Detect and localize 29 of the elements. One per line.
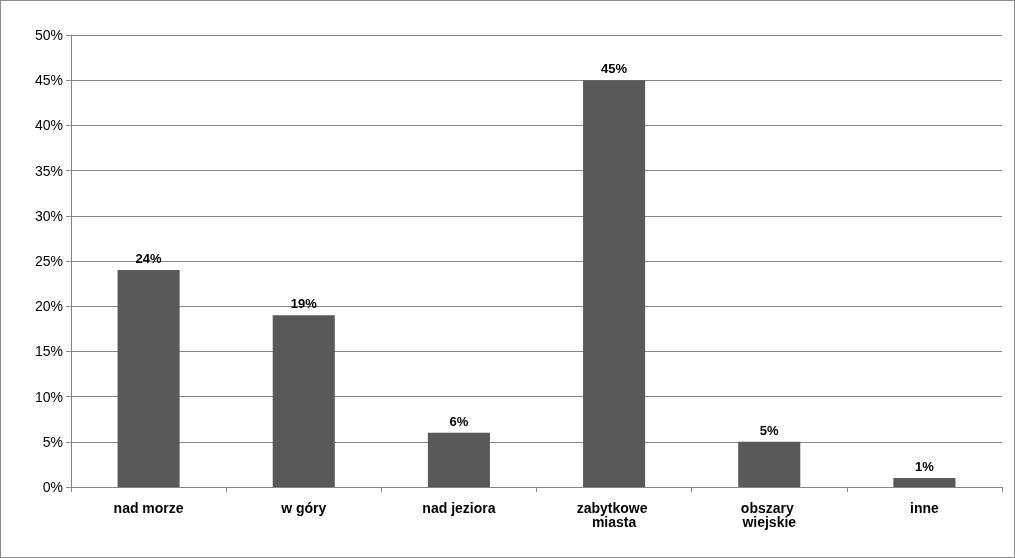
bar bbox=[427, 432, 490, 487]
x-tick-label: obszary wiejskie bbox=[740, 500, 798, 530]
y-tick-label: 20% bbox=[34, 298, 63, 315]
bar bbox=[117, 270, 180, 487]
data-label: 45% bbox=[601, 61, 628, 77]
x-tick-label: nad morze bbox=[113, 500, 184, 516]
y-tick-label: 0% bbox=[42, 479, 63, 495]
y-tick-label: 30% bbox=[34, 207, 63, 224]
data-label: 5% bbox=[759, 422, 780, 438]
data-label: 24% bbox=[135, 251, 163, 267]
bar bbox=[583, 80, 646, 487]
x-tick-label: w góry bbox=[280, 500, 327, 516]
y-tick-label: 40% bbox=[34, 117, 63, 134]
bar bbox=[893, 477, 956, 487]
x-tick-label: nad jeziora bbox=[422, 500, 496, 516]
data-label: 19% bbox=[290, 296, 318, 312]
x-tick-label: zabytkowe miasta bbox=[576, 500, 652, 530]
y-tick-label: 5% bbox=[42, 433, 63, 450]
y-tick-label: 25% bbox=[34, 253, 63, 269]
y-tick-label: 10% bbox=[34, 388, 63, 405]
y-tick-label: 50% bbox=[34, 27, 63, 43]
data-label: 1% bbox=[915, 458, 935, 474]
x-tick-label: inne bbox=[910, 500, 940, 516]
bar bbox=[272, 315, 335, 487]
y-tick-label: 15% bbox=[34, 343, 63, 360]
y-tick-label: 45% bbox=[34, 72, 63, 89]
bar bbox=[738, 441, 801, 487]
data-label: 6% bbox=[449, 413, 469, 429]
y-tick-label: 35% bbox=[34, 162, 63, 179]
